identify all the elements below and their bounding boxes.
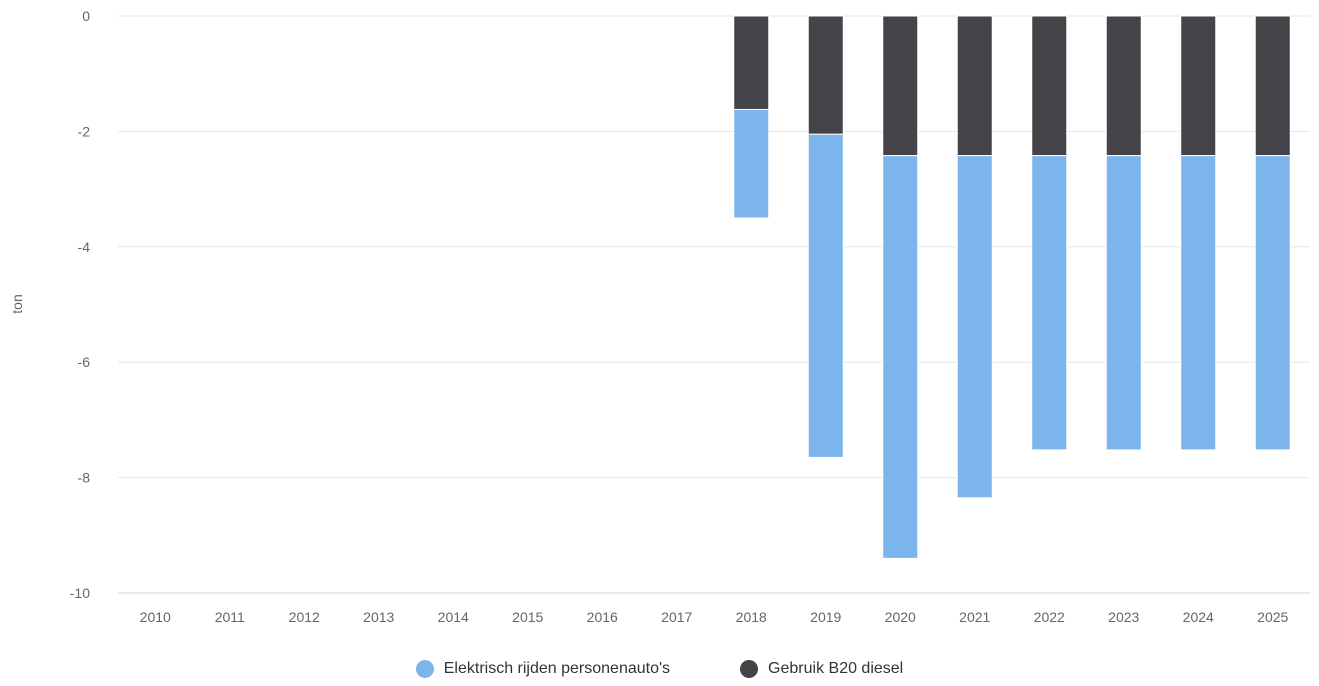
x-tick-label: 2018	[736, 609, 767, 625]
x-tick-label: 2017	[661, 609, 692, 625]
y-axis-title: ton	[9, 294, 25, 313]
bar-segment[interactable]	[1254, 155, 1291, 451]
legend-label-b20-diesel: Gebruik B20 diesel	[768, 660, 904, 677]
bars	[733, 15, 1291, 559]
x-tick-label: 2016	[587, 609, 618, 625]
bar-segment[interactable]	[1105, 155, 1142, 451]
legend-item-b20-diesel[interactable]: Gebruik B20 diesel	[740, 660, 903, 678]
x-tick-label: 2010	[140, 609, 171, 625]
x-tick-label: 2020	[885, 609, 916, 625]
bar-segment[interactable]	[733, 15, 770, 110]
bar-segment[interactable]	[1031, 15, 1068, 157]
x-tick-label: 2015	[512, 609, 543, 625]
bar-segment[interactable]	[1180, 15, 1217, 157]
x-tick-label: 2024	[1183, 609, 1214, 625]
axes: 0 -2 -4 -6 -8 -10 2010 2011 2012 2013 2014 2015 2016…	[70, 8, 1289, 625]
legend-item-elektrisch[interactable]: Elektrisch rijden personenauto's	[415, 660, 671, 678]
bar-segment[interactable]	[1254, 15, 1291, 157]
bar-segment[interactable]	[956, 155, 993, 499]
stacked-bar-chart: 0 -2 -4 -6 -8 -10 2010 2011 2012 2013 2014 2015 2016…	[9, 8, 1310, 625]
x-tick-label: 2023	[1108, 609, 1139, 625]
y-tick-label: -6	[78, 354, 91, 370]
bar-segment[interactable]	[807, 15, 844, 135]
x-tick-label: 2013	[363, 609, 394, 625]
x-tick-label: 2012	[289, 609, 320, 625]
x-tick-label: 2011	[215, 609, 245, 625]
x-tick-label: 2022	[1034, 609, 1065, 625]
y-tick-label: -10	[70, 585, 90, 601]
legend: Elektrisch rijden personenauto's Gebruik…	[0, 656, 1319, 682]
y-tick-label: -8	[78, 470, 91, 486]
x-tick-label: 2019	[810, 609, 841, 625]
legend-label-elektrisch: Elektrisch rijden personenauto's	[443, 660, 671, 677]
x-tick-label: 2021	[959, 609, 990, 625]
y-tick-label: -2	[78, 123, 91, 139]
legend-marker-b20-diesel	[740, 660, 759, 678]
bar-segment[interactable]	[956, 15, 993, 157]
x-tick-label: 2014	[438, 609, 469, 625]
bar-segment[interactable]	[1180, 155, 1217, 451]
bar-segment[interactable]	[882, 155, 919, 559]
legend-marker-elektrisch	[415, 660, 434, 678]
bar-segment[interactable]	[733, 108, 770, 219]
bar-segment[interactable]	[1105, 15, 1142, 157]
bar-segment[interactable]	[807, 133, 844, 458]
bar-segment[interactable]	[882, 15, 919, 157]
y-tick-label: 0	[82, 8, 90, 24]
y-tick-label: -4	[78, 239, 91, 255]
x-tick-label: 2025	[1257, 609, 1288, 625]
bar-segment[interactable]	[1031, 155, 1068, 451]
